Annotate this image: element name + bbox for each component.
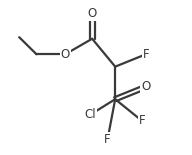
Text: F: F [143,48,149,61]
Text: O: O [61,48,70,61]
Text: F: F [139,114,145,127]
Text: O: O [88,7,97,20]
Text: F: F [104,133,111,146]
Text: Cl: Cl [84,108,96,121]
Text: O: O [141,80,151,93]
